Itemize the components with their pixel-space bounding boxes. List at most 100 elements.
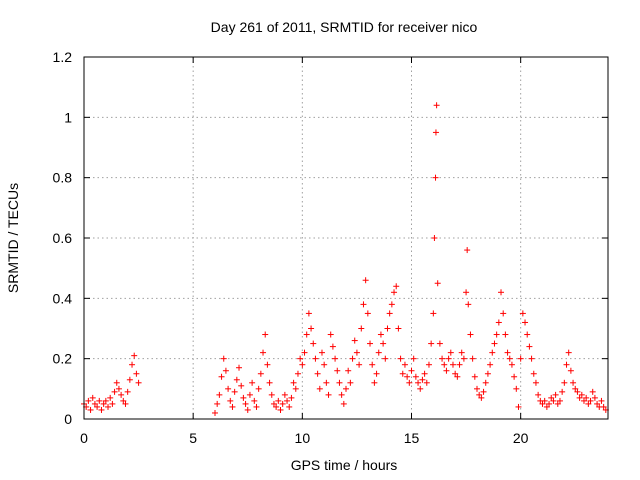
- data-point: [212, 409, 218, 416]
- data-point: [281, 391, 288, 398]
- data-point: [454, 373, 461, 380]
- data-point: [570, 379, 577, 386]
- data-point: [100, 400, 107, 407]
- data-point: [467, 331, 474, 338]
- x-tick-label: 10: [295, 430, 311, 446]
- data-point: [222, 367, 229, 374]
- data-point: [578, 391, 585, 398]
- x-tick-label: 15: [404, 430, 420, 446]
- data-point: [360, 301, 367, 308]
- data-point: [220, 355, 227, 362]
- data-point: [297, 355, 304, 362]
- x-tick-label: 20: [513, 430, 529, 446]
- data-point: [502, 331, 509, 338]
- x-tick-labels: 0 5 10 15 20: [80, 430, 529, 446]
- data-point: [417, 385, 424, 392]
- data-point: [433, 102, 440, 109]
- x-tick-label: 5: [189, 430, 197, 446]
- data-point: [96, 397, 103, 404]
- data-point: [380, 340, 387, 347]
- data-point: [425, 361, 432, 368]
- data-point: [371, 379, 378, 386]
- data-point: [321, 361, 328, 368]
- data-point: [257, 370, 264, 377]
- data-point: [441, 361, 448, 368]
- data-point: [559, 388, 566, 395]
- data-point: [445, 355, 452, 362]
- axis-ticks: [83, 56, 608, 420]
- data-point: [327, 331, 334, 338]
- data-point: [428, 340, 435, 347]
- data-point: [102, 397, 109, 404]
- data-point: [563, 361, 570, 368]
- data-point: [388, 301, 395, 308]
- y-tick-label: 1: [64, 109, 72, 125]
- data-point: [277, 406, 284, 413]
- data-point: [305, 310, 312, 317]
- data-point: [353, 349, 360, 356]
- data-point: [419, 376, 426, 383]
- y-tick-label: 0: [64, 411, 72, 427]
- data-point: [397, 355, 404, 362]
- data-point: [105, 403, 112, 410]
- data-point: [369, 361, 376, 368]
- data-point: [587, 397, 594, 404]
- data-point: [412, 373, 419, 380]
- data-point: [580, 397, 587, 404]
- data-point: [415, 379, 422, 386]
- data-point: [506, 355, 513, 362]
- data-point: [589, 388, 596, 395]
- data-point: [308, 325, 315, 332]
- data-point: [334, 367, 341, 374]
- data-point: [460, 355, 467, 362]
- data-point: [524, 331, 531, 338]
- data-point: [464, 247, 471, 254]
- data-point: [452, 370, 459, 377]
- data-point: [113, 379, 120, 386]
- data-point: [332, 355, 339, 362]
- data-point: [275, 397, 282, 404]
- data-point: [347, 379, 354, 386]
- data-point: [244, 406, 251, 413]
- data-point: [292, 385, 299, 392]
- data-point: [399, 370, 406, 377]
- data-point: [554, 400, 561, 407]
- data-point: [253, 403, 260, 410]
- data-point: [591, 394, 598, 401]
- data-point: [238, 382, 245, 389]
- data-point: [109, 400, 116, 407]
- data-point: [266, 379, 273, 386]
- data-point: [133, 370, 140, 377]
- data-point: [574, 388, 581, 395]
- data-point: [131, 352, 138, 359]
- data-point: [447, 349, 454, 356]
- data-point: [284, 397, 291, 404]
- data-point: [561, 379, 568, 386]
- data-point: [519, 310, 526, 317]
- data-point: [122, 400, 129, 407]
- data-point: [382, 355, 389, 362]
- data-point: [301, 349, 308, 356]
- data-point: [135, 379, 142, 386]
- data-point: [270, 400, 277, 407]
- data-point: [225, 385, 232, 392]
- data-point: [465, 301, 472, 308]
- data-point: [312, 355, 319, 362]
- data-point: [406, 379, 413, 386]
- data-point: [375, 349, 382, 356]
- data-point: [432, 174, 439, 181]
- data-point: [458, 349, 465, 356]
- data-point: [107, 394, 114, 401]
- data-point: [434, 280, 441, 287]
- data-point: [491, 340, 498, 347]
- data-point: [432, 129, 439, 136]
- data-point: [288, 394, 295, 401]
- data-point: [98, 406, 105, 413]
- data-point: [585, 400, 592, 407]
- data-point: [229, 403, 236, 410]
- data-point: [476, 391, 483, 398]
- data-point: [268, 391, 275, 398]
- x-axis-label: GPS time / hours: [291, 457, 398, 473]
- data-point: [246, 391, 253, 398]
- data-point: [543, 403, 550, 410]
